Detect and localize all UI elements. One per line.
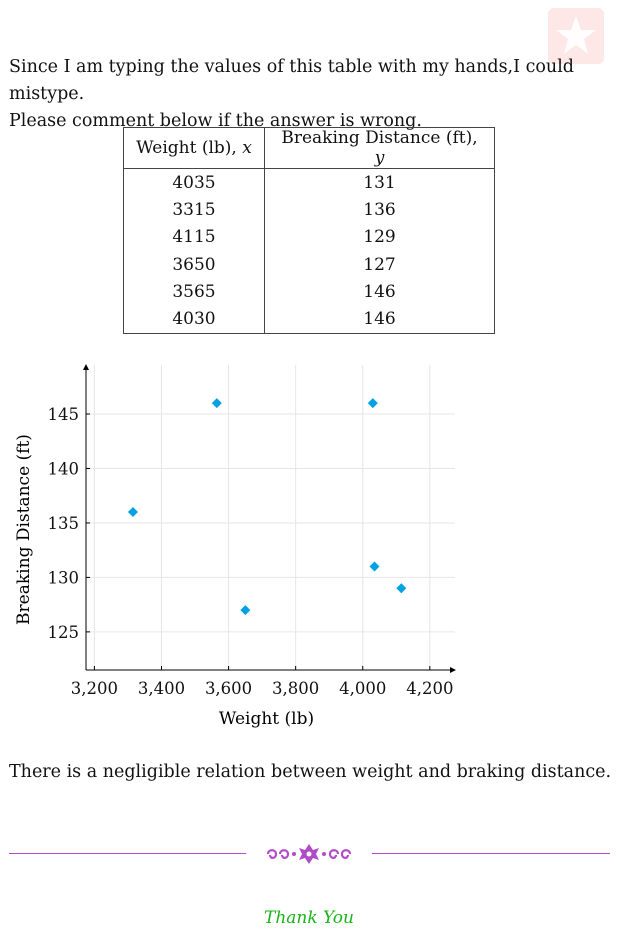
cell-distance: 131 [264,168,495,197]
data-point [396,583,407,594]
data-table: Weight (lb), x Breaking Distance (ft), y… [123,127,495,334]
intro-line-1: Since I am typing the values of this tab… [9,57,574,104]
table-row: 4030 146 [123,305,495,334]
x-axis-label: Weight (lb) [219,709,314,729]
table-row: 4035 131 [123,168,495,197]
cell-distance: 146 [264,278,495,306]
x-tick-label: 3,400 [138,679,185,698]
cell-weight: 4115 [123,223,265,251]
divider-line-right [372,853,610,854]
cell-weight: 4030 [123,305,265,334]
data-point [211,398,222,409]
x-tick-label: 3,800 [272,679,319,698]
cell-weight: 3650 [123,250,265,279]
cell-distance: 129 [264,223,495,251]
y-axis-label: Breaking Distance (ft) [14,434,34,625]
scatter-chart: 3,200 3,400 3,600 3,800 4,000 4,200 125 130 135 1… [14,364,456,729]
data-point [127,507,138,518]
logo-watermark [548,8,604,64]
x-tick-label: 3,600 [205,679,252,698]
variable-symbol: y [374,148,385,168]
table-row: 3650 127 [123,250,495,279]
chart-axes [83,364,456,673]
x-tick-label: 4,200 [406,679,453,698]
cell-weight: 3565 [123,278,265,306]
chart-points [127,398,407,616]
table-row: 3565 146 [123,278,495,306]
table-header-row: Weight (lb), x Breaking Distance (ft), y [123,127,495,169]
conclusion-text: There is a negligible relation between w… [9,762,612,782]
x-tick-label: 4,000 [339,679,386,698]
data-point [369,561,380,572]
y-tick-label: 140 [48,459,80,478]
table-row: 4115 129 [123,223,495,251]
table-row: 3315 136 [123,196,495,224]
variable-symbol: x [242,138,252,158]
thank-you-text: Thank You [263,908,354,928]
y-tick-label: 125 [48,623,80,642]
ornament-icon [266,844,352,864]
y-tick-label: 135 [48,514,80,533]
cell-weight: 3315 [123,196,265,224]
header-distance: Breaking Distance (ft), y [264,127,495,169]
cell-distance: 127 [264,250,495,279]
chart-tick-labels: 3,200 3,400 3,600 3,800 4,000 4,200 125 130 135 1… [48,405,454,698]
cell-distance: 136 [264,196,495,224]
data-point [240,605,251,616]
header-weight: Weight (lb), x [123,127,265,169]
cell-weight: 4035 [123,168,265,197]
chart-grid [86,365,455,670]
data-point [367,398,378,409]
x-axis-arrow-icon [450,667,456,673]
cell-distance: 146 [264,305,495,334]
y-tick-label: 145 [48,405,80,424]
y-tick-label: 130 [48,568,80,587]
intro-text: Since I am typing the values of this tab… [9,54,614,135]
y-axis-arrow-icon [83,364,89,370]
intro-line-2: Please comment below if the answer is wr… [9,111,422,131]
x-tick-label: 3,200 [71,679,118,698]
divider-line-left [9,853,246,854]
